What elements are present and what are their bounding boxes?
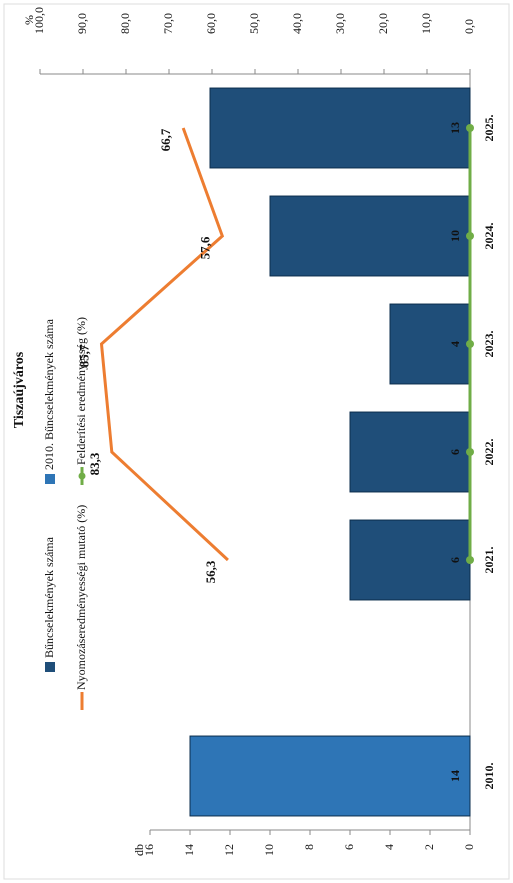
- bar-label: 13: [448, 122, 462, 134]
- legend-marker: [78, 472, 86, 480]
- data-label: 57,6: [197, 236, 212, 259]
- chart-title: Tiszaújváros: [12, 351, 27, 428]
- y2-tick-label: 100,0: [32, 7, 46, 34]
- y-tick-label: 4: [382, 844, 396, 850]
- y2-tick-label: 20,0: [376, 13, 390, 34]
- rotated-chart: Tiszaújváros db % 0 2 4 6 8 10 12 14 16 0,0 10,0 20…: [12, 7, 496, 856]
- y-tick-label: 8: [302, 844, 316, 850]
- y2-tick-label: 90,0: [75, 13, 89, 34]
- bar: [209, 87, 471, 169]
- legend-label: Bűncselekmények száma: [42, 536, 56, 658]
- y-tick-label: 0: [462, 844, 476, 850]
- data-label: 66,7: [158, 128, 173, 151]
- marker: [466, 556, 474, 564]
- bar-label: 10: [448, 230, 462, 242]
- marker: [466, 124, 474, 132]
- y-axis-title: db: [132, 844, 146, 856]
- x-tick-label: 2023.: [482, 331, 496, 358]
- legend-label: Felderítési eredményesség (%): [74, 317, 88, 465]
- y-tick-label: 14: [182, 844, 196, 856]
- y2-axis-title: %: [22, 15, 36, 25]
- bar-label: 6: [448, 449, 462, 455]
- y2-tick-label: 50,0: [247, 13, 261, 34]
- y-tick-label: 16: [142, 844, 156, 856]
- bar-label: 6: [448, 557, 462, 563]
- legend-label: 2010. Bűncselekmények száma: [42, 318, 56, 470]
- data-label: 85,7: [76, 344, 91, 367]
- y-tick-label: 10: [262, 844, 276, 856]
- y2-tick-label: 80,0: [118, 13, 132, 34]
- y2-tick-label: 40,0: [290, 13, 304, 34]
- y2-tick-label: 0,0: [462, 19, 476, 34]
- y2-tick-label: 60,0: [204, 13, 218, 34]
- x-tick-label: 2025.: [482, 115, 496, 142]
- x-tick-label: 2010.: [482, 763, 496, 790]
- bar: [269, 195, 471, 277]
- y-tick-label: 6: [342, 844, 356, 850]
- legend-swatch: [45, 662, 55, 672]
- y2-tick-label: 30,0: [333, 13, 347, 34]
- legend-swatch: [45, 474, 55, 484]
- legend-label: Nyomozáseredményességi mutató (%): [74, 505, 88, 690]
- marker: [466, 340, 474, 348]
- y2-tick-label: 70,0: [161, 13, 175, 34]
- y2-tick-label: 10,0: [419, 13, 433, 34]
- bar-label: 4: [448, 341, 462, 347]
- x-tick-label: 2021.: [482, 547, 496, 574]
- frame: [3, 3, 510, 880]
- marker: [466, 448, 474, 456]
- x-tick-label: 2024.: [482, 223, 496, 250]
- y-tick-label: 12: [222, 844, 236, 856]
- bar-label: 14: [448, 770, 462, 782]
- marker: [466, 232, 474, 240]
- bar: [189, 735, 471, 817]
- y-tick-label: 2: [422, 844, 436, 850]
- data-label: 83,3: [87, 452, 102, 475]
- data-label: 56,3: [203, 560, 218, 583]
- line: [99, 127, 229, 562]
- x-tick-label: 2022.: [482, 439, 496, 466]
